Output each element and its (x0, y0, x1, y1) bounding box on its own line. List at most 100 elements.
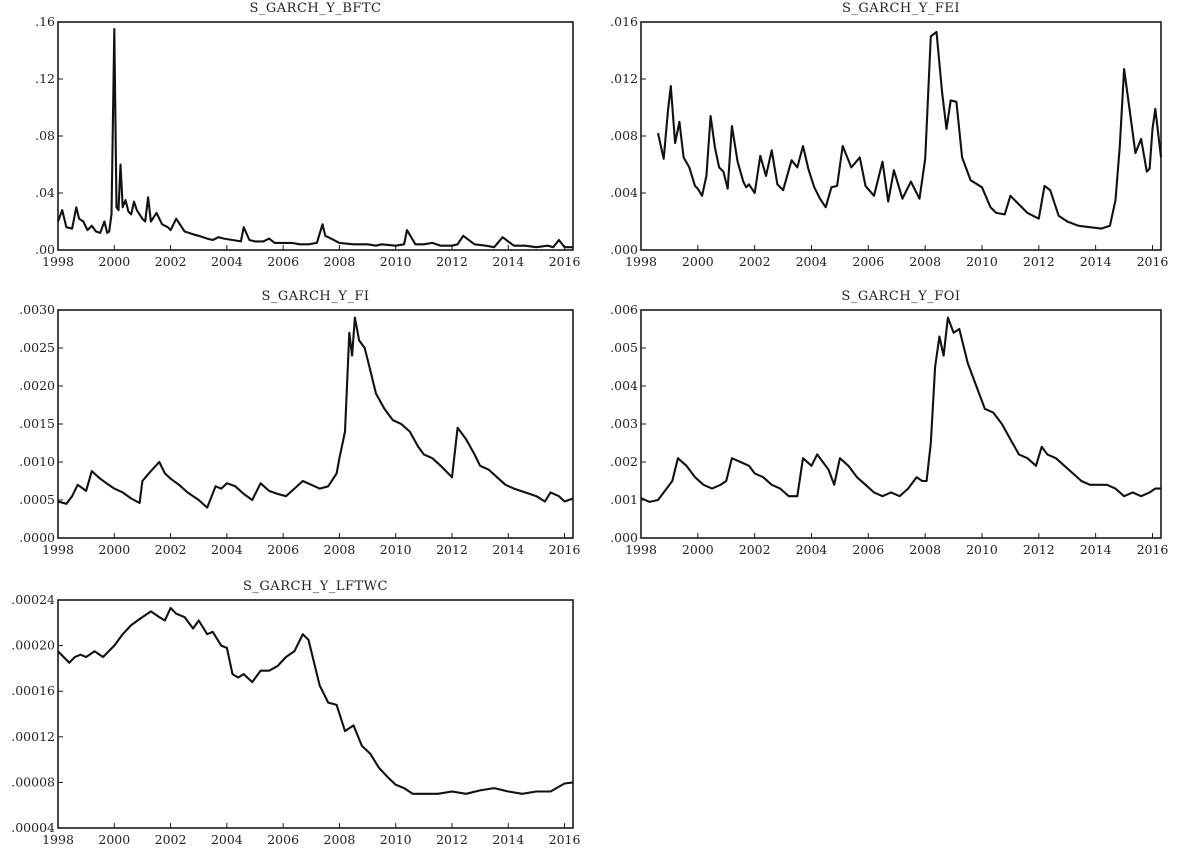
y-tick-label: .005 (610, 340, 638, 355)
x-tick-label: 2014 (492, 254, 524, 269)
x-tick-label: 2006 (267, 832, 299, 847)
x-tick-label: 2012 (436, 542, 468, 557)
chart-title: S_GARCH_Y_FI (262, 289, 370, 304)
chart-panel: S_GARCH_Y_FOI .000 .001 .002 .003 .004 .005 .00… (610, 289, 1168, 557)
y-tick-label: .00 (35, 242, 55, 257)
y-tick-label: .00024 (11, 592, 55, 607)
chart-panel: S_GARCH_Y_FEI .000 .004 .008 .012 .016 1998 200… (610, 1, 1168, 269)
x-tick-label: 2010 (966, 254, 998, 269)
plot-frame (640, 309, 1162, 539)
series-line (57, 316, 574, 509)
x-tick-label: 1998 (42, 832, 74, 847)
x-tick-label: 2000 (98, 542, 130, 557)
x-tick-label: 2006 (852, 542, 884, 557)
x-tick-label: 2016 (1137, 254, 1169, 269)
x-tick-label: 2004 (211, 254, 243, 269)
chart-panel: S_GARCH_Y_FI .0000 .0005 .0010 .0015 .0020 .00… (19, 289, 580, 557)
x-tick-label: 2004 (796, 542, 828, 557)
y-tick-label: .0025 (19, 340, 55, 355)
x-tick-label: 2008 (324, 254, 356, 269)
y-tick-label: .004 (610, 185, 638, 200)
x-tick-label: 2010 (966, 542, 998, 557)
chart-title: S_GARCH_Y_FOI (841, 289, 960, 304)
chart-title: S_GARCH_Y_BFTC (249, 1, 381, 16)
y-tick-label: .0010 (19, 454, 55, 469)
x-tick-label: 1998 (42, 254, 74, 269)
y-tick-label: .002 (610, 454, 638, 469)
x-tick-label: 2008 (324, 832, 356, 847)
chart-title: S_GARCH_Y_FEI (842, 1, 960, 16)
x-tick-label: 2008 (324, 542, 356, 557)
x-tick-label: 2014 (492, 832, 524, 847)
y-tick-label: .0005 (19, 492, 55, 507)
x-tick-label: 2014 (1080, 542, 1112, 557)
x-tick-label: 2004 (211, 832, 243, 847)
x-tick-label: 2014 (492, 542, 524, 557)
x-tick-label: 2010 (380, 254, 412, 269)
y-tick-label: .001 (610, 492, 638, 507)
y-tick-label: .0020 (19, 378, 55, 393)
y-tick-label: .004 (610, 378, 638, 393)
y-tick-label: .000 (610, 242, 638, 257)
y-tick-label: .0030 (19, 302, 55, 317)
y-tick-label: .00012 (11, 729, 55, 744)
chart-title: S_GARCH_Y_LFTWC (243, 579, 388, 594)
x-tick-label: 2010 (380, 542, 412, 557)
x-tick-label: 2016 (549, 254, 581, 269)
x-tick-label: 1998 (625, 254, 657, 269)
plot-frame (57, 21, 574, 251)
chart-panel: S_GARCH_Y_LFTWC .00004 .00008 .00012 .00016.… (11, 579, 580, 847)
x-tick-label: 2008 (909, 542, 941, 557)
plot-frame (57, 599, 574, 829)
x-tick-label: 2000 (98, 254, 130, 269)
y-tick-label: .0000 (19, 530, 55, 545)
y-tick-label: .012 (610, 71, 638, 86)
y-tick-label: .08 (35, 128, 55, 143)
x-tick-label: 2014 (1080, 254, 1112, 269)
x-tick-label: 1998 (42, 542, 74, 557)
x-tick-label: 2006 (267, 542, 299, 557)
series-line (57, 28, 573, 249)
x-tick-label: 2000 (98, 832, 130, 847)
x-tick-label: 2016 (549, 542, 581, 557)
plot-frame (57, 309, 574, 539)
x-tick-label: 2000 (682, 542, 714, 557)
x-tick-label: 2012 (436, 832, 468, 847)
x-tick-label: 2004 (796, 254, 828, 269)
x-tick-label: 2010 (380, 832, 412, 847)
x-tick-label: 2004 (211, 542, 243, 557)
x-tick-label: 2006 (852, 254, 884, 269)
x-tick-label: 2002 (739, 542, 771, 557)
y-tick-label: .12 (35, 71, 55, 86)
chart-panel: S_GARCH_Y_BFTC .00 .04 .08 .12 .16 1998 2000 200… (35, 1, 580, 269)
x-tick-label: 2016 (549, 832, 581, 847)
x-tick-label: 1998 (625, 542, 657, 557)
x-tick-label: 2002 (155, 832, 187, 847)
x-tick-label: 2012 (1023, 254, 1055, 269)
x-tick-label: 2012 (436, 254, 468, 269)
series-line (57, 606, 574, 795)
y-tick-label: .016 (610, 14, 638, 29)
x-tick-label: 2016 (1137, 542, 1169, 557)
x-tick-label: 2008 (909, 254, 941, 269)
series-line (640, 316, 1161, 503)
y-tick-label: .00008 (11, 774, 55, 789)
x-tick-label: 2002 (739, 254, 771, 269)
y-tick-label: .000 (610, 530, 638, 545)
y-tick-label: .0015 (19, 416, 55, 431)
x-tick-label: 2000 (682, 254, 714, 269)
x-tick-label: 2006 (267, 254, 299, 269)
series-line (656, 30, 1163, 230)
y-tick-label: .00016 (11, 683, 55, 698)
x-tick-label: 2012 (1023, 542, 1055, 557)
y-tick-label: .04 (35, 185, 55, 200)
y-tick-label: .16 (35, 14, 55, 29)
y-tick-label: .008 (610, 128, 638, 143)
x-tick-label: 2002 (155, 254, 187, 269)
y-tick-label: .006 (610, 302, 638, 317)
y-tick-label: .00020 (11, 638, 55, 653)
x-tick-label: 2002 (155, 542, 187, 557)
plot-frame (640, 21, 1162, 251)
y-tick-label: .003 (610, 416, 638, 431)
